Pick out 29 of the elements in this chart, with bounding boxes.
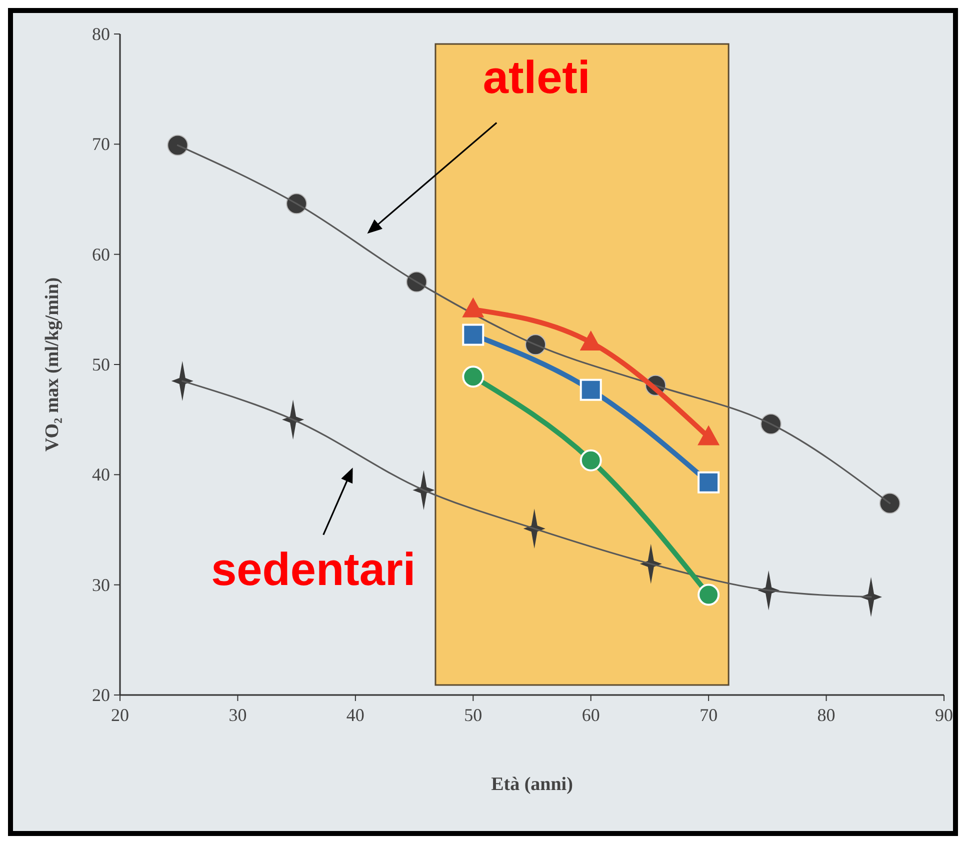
- point: [760, 413, 782, 434]
- point: [580, 378, 602, 401]
- point: [462, 366, 484, 388]
- y-tick-label: 20: [92, 685, 110, 705]
- point: [167, 134, 188, 156]
- text: atleti: [482, 50, 590, 103]
- x-tick-label: 90: [935, 705, 953, 725]
- y-axis-title: VO₂ max (ml/kg/min): [42, 277, 63, 452]
- point: [580, 449, 602, 472]
- x-tick-label: 20: [111, 705, 129, 725]
- y-tick-label: 80: [92, 24, 110, 44]
- point: [698, 471, 720, 494]
- x-tick-label: 80: [817, 705, 836, 725]
- y-tick-label: 70: [92, 134, 110, 154]
- x-tick-label: 30: [228, 705, 247, 725]
- x-tick-label: 40: [346, 705, 364, 725]
- x-tick-label: 60: [582, 705, 600, 725]
- y-tick-label: 30: [92, 574, 110, 595]
- x-axis-title: Età (anni): [491, 774, 573, 795]
- point: [698, 584, 720, 606]
- point: [879, 492, 900, 514]
- series-label: sedentari: [211, 542, 416, 595]
- x-tick-label: 70: [700, 705, 718, 725]
- point: [462, 324, 484, 346]
- point: [286, 193, 308, 214]
- y-tick-label: 60: [92, 244, 110, 264]
- y-tick-label: 40: [92, 464, 110, 485]
- y-tick-label: 50: [92, 354, 110, 374]
- x-tick-label: 50: [464, 705, 482, 725]
